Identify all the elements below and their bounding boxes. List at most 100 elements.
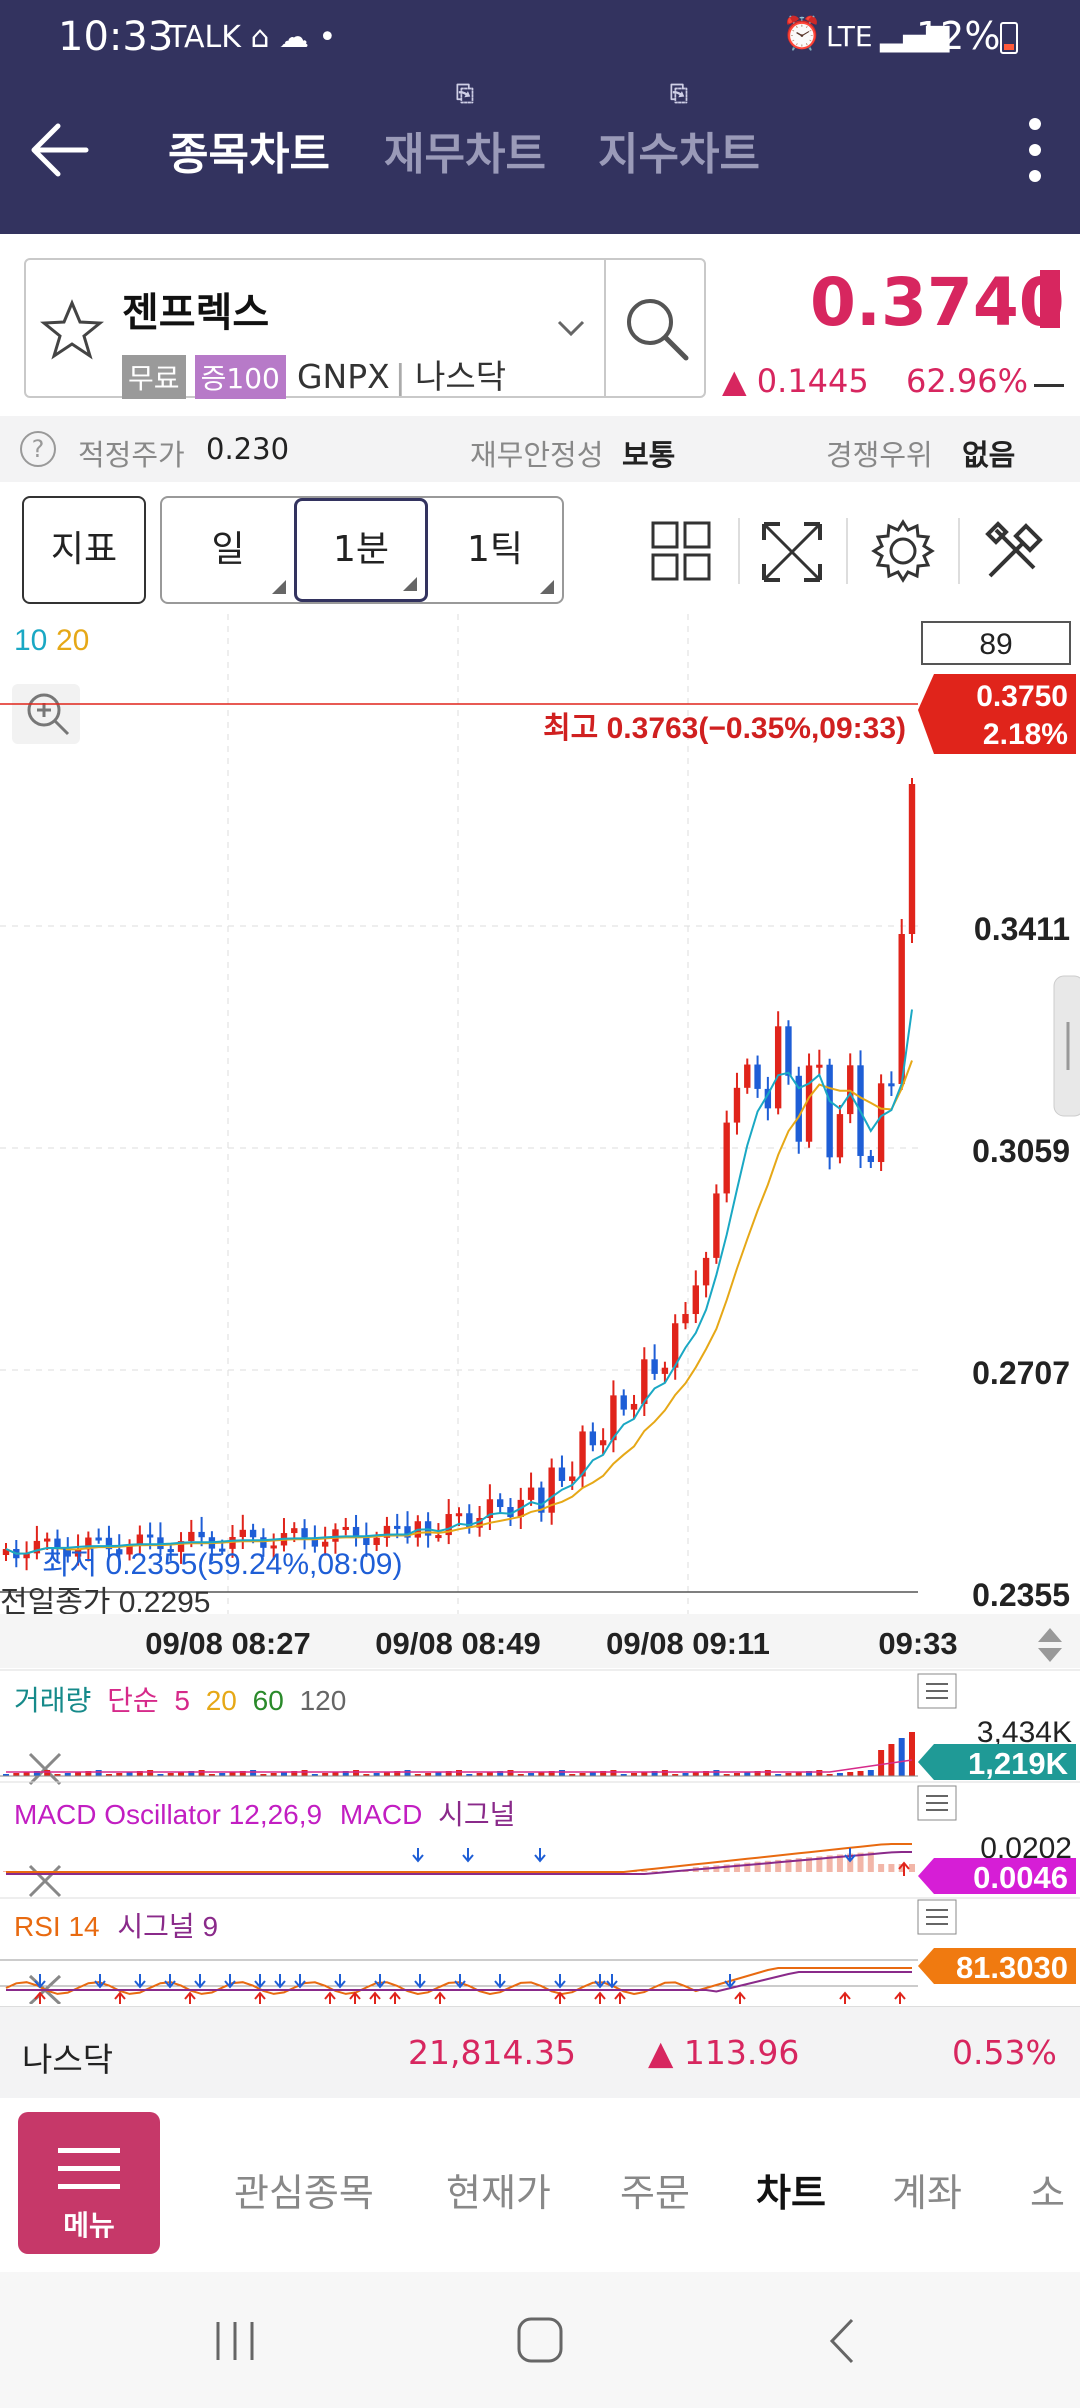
more-menu-icon[interactable]: [1020, 114, 1050, 186]
close-panel-icon[interactable]: [28, 1752, 62, 1786]
current-price-tag-value: 0.3750: [976, 680, 1068, 713]
close-panel-icon[interactable]: [28, 1864, 62, 1898]
count-value: 89: [979, 628, 1012, 661]
favorite-star-icon[interactable]: [40, 298, 104, 362]
index-ticker-bar[interactable]: 나스닥 21,814.35 ▲ 113.96 0.53%: [0, 2006, 1080, 2098]
nav-more[interactable]: 소: [1030, 2171, 1065, 2215]
y-axis-label: 0.3411: [974, 911, 1070, 947]
stability-label: 재무안정성: [470, 438, 604, 472]
battery-icon: [1000, 22, 1018, 54]
index-change: ▲ 113.96: [648, 2033, 800, 2072]
x-axis-label: 09/08 08:27: [145, 1626, 310, 1661]
tab-stock-chart[interactable]: 종목차트: [168, 129, 330, 180]
margin-badge: 증100: [194, 355, 286, 399]
x-axis-label: 09/08 08:49: [375, 1626, 540, 1661]
macd-series: [3, 1843, 915, 1876]
link-icon: ⎘: [670, 82, 688, 107]
rsi-series: [0, 1959, 918, 2004]
current-price-tag: [918, 674, 1076, 754]
y-axis-label: 0.2707: [972, 1355, 1070, 1391]
prev-close-label: 전일종가 0.2295: [0, 1586, 211, 1619]
nav-order[interactable]: 주문: [620, 2171, 690, 2215]
indicator-button[interactable]: 지표: [22, 496, 146, 604]
recent-apps-icon[interactable]: [210, 2316, 260, 2366]
battery-percent: 12%: [916, 14, 1001, 58]
notification-icons: TALK ⌂ ☁ •: [168, 20, 337, 55]
index-name: 나스닥: [22, 2040, 114, 2079]
ticker: GNPX: [296, 357, 390, 396]
chevron-down-icon[interactable]: [556, 318, 586, 338]
hamburger-icon: [58, 2148, 120, 2153]
back-icon[interactable]: [822, 2316, 862, 2366]
zoom-in-icon[interactable]: [12, 684, 80, 744]
stock-selector[interactable]: 젠프렉스 무료 증100 GNPX | 나스닥: [24, 258, 706, 399]
stability-value: 보통: [622, 438, 676, 472]
competitive-value: 없음: [962, 438, 1016, 472]
settings-gear-icon[interactable]: [870, 518, 936, 584]
back-arrow-icon[interactable]: [26, 118, 90, 182]
competitive-label: 경쟁우위: [826, 438, 933, 472]
search-icon[interactable]: [622, 294, 692, 364]
price-change-percent: 62.96%: [906, 362, 1029, 400]
help-icon[interactable]: ?: [20, 431, 56, 467]
link-icon: ⎘: [456, 82, 474, 107]
rsi-current-tag: [918, 1948, 1076, 1984]
layout-grid-icon[interactable]: [650, 520, 712, 582]
price-change: ▲ 0.1445: [722, 362, 869, 400]
menu-button[interactable]: 메뉴: [18, 2112, 160, 2254]
ma10-label: 10: [14, 624, 47, 657]
dash: [1034, 384, 1064, 387]
tab-finance-chart[interactable]: ⎘ 재무차트: [384, 82, 546, 180]
tab-index-chart[interactable]: ⎘ 지수차트: [598, 82, 760, 180]
panel-menu-icon[interactable]: [917, 1673, 957, 1709]
macd-panel-title: MACD Oscillator 12,26,9 MACD 시그널: [14, 1799, 515, 1830]
nav-current-price[interactable]: 현재가: [446, 2171, 551, 2215]
volume-current-tag: [918, 1744, 1076, 1780]
macd-current-value: 0.0046: [973, 1860, 1068, 1895]
x-axis-label: 09/08 09:11: [606, 1626, 770, 1661]
nav-chart[interactable]: 차트: [756, 2171, 826, 2215]
divider: [738, 518, 740, 584]
divider: [604, 260, 606, 396]
bottom-navigation: 메뉴 관심종목 현재가 주문 차트 계좌 소: [0, 2098, 1080, 2272]
fair-price-label: 적정주가: [78, 438, 185, 472]
lte-signal: LTE: [826, 20, 873, 53]
fair-price-value: 0.230: [206, 432, 290, 466]
nav-watchlist[interactable]: 관심종목: [234, 2171, 374, 2215]
fullscreen-icon[interactable]: [760, 520, 824, 584]
ma20-label: 20: [56, 624, 89, 657]
period-day-button[interactable]: 일: [162, 498, 294, 602]
index-value: 21,814.35: [408, 2033, 576, 2072]
market: 나스닥: [415, 357, 507, 396]
period-selector: 일 1분 1틱: [160, 496, 564, 604]
chart-area[interactable]: 10 20 89 최고 0.3763(−0.35%,09:33) 0.3750 …: [0, 614, 1080, 2006]
tools-icon[interactable]: [982, 518, 1048, 584]
candlestick-series: [2, 778, 916, 1571]
low-label: 최저 0.2355(59.24%,08:09): [42, 1548, 402, 1581]
y-axis-label: 0.3059: [972, 1133, 1070, 1169]
current-price: 0.3740: [810, 264, 1065, 341]
period-1tick-button[interactable]: 1틱: [428, 498, 562, 602]
period-1min-button[interactable]: 1분: [294, 498, 428, 602]
divider: [958, 518, 960, 584]
count-box: [921, 621, 1071, 665]
volume-bars: [3, 1732, 915, 1776]
price-bar-indicator: [1040, 270, 1060, 328]
chart-canvas[interactable]: 10 20 89 최고 0.3763(−0.35%,09:33) 0.3750 …: [0, 614, 1080, 2006]
free-badge: 무료: [122, 355, 186, 399]
nav-account[interactable]: 계좌: [892, 2171, 962, 2215]
index-change-percent: 0.53%: [952, 2033, 1057, 2072]
app-header: 10:33 TALK ⌂ ☁ • ⏰ LTE ▂▄▆ 12% 종목차트 ⎘ 재무차…: [0, 0, 1080, 234]
high-label: 최고 0.3763(−0.35%,09:33): [543, 712, 906, 745]
home-icon[interactable]: [514, 2314, 566, 2366]
scroll-updown-icon[interactable]: [1038, 1628, 1062, 1662]
divider: [846, 518, 848, 584]
alarm-icon: ⏰: [782, 14, 822, 52]
fundamental-info-row: ? 적정주가 0.230 재무안정성 보통 경쟁우위 없음: [0, 416, 1080, 482]
volume-current-value: 1,219K: [968, 1746, 1069, 1781]
panel-menu-icon[interactable]: [917, 1785, 957, 1821]
panel-menu-icon[interactable]: [917, 1899, 957, 1935]
signal-icon: ▂▄▆: [880, 18, 950, 53]
x-axis-label: 09:33: [878, 1626, 957, 1661]
menu-label: 메뉴: [63, 2209, 115, 2242]
